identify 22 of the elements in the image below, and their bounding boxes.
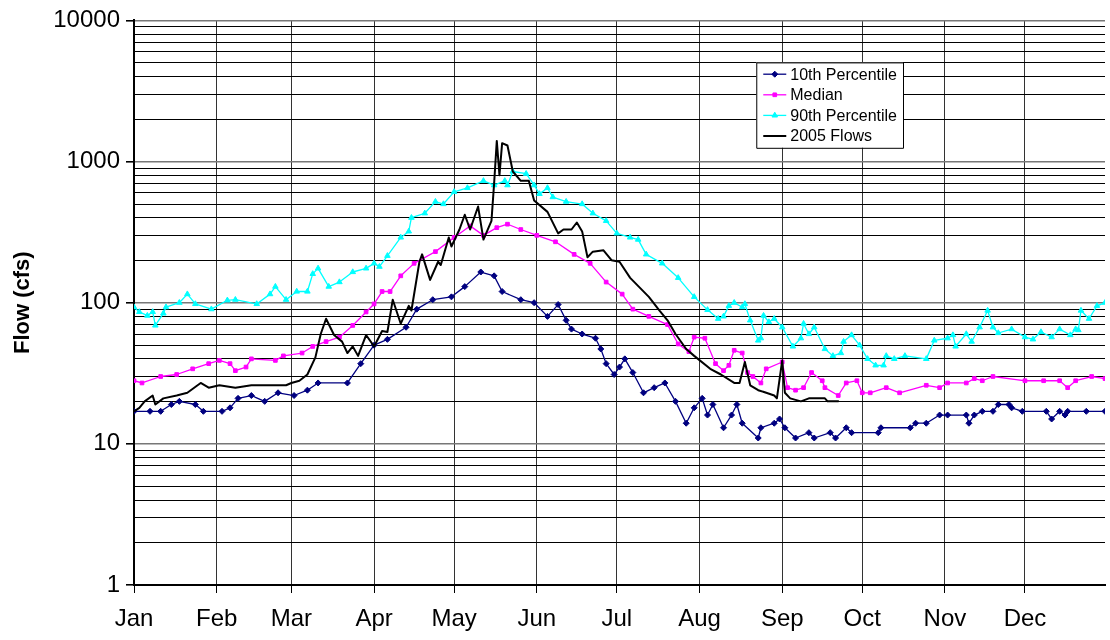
x-tick-label: Feb xyxy=(196,604,238,632)
x-tick-label: Mar xyxy=(270,604,313,632)
x-tick-label: Jun xyxy=(517,604,557,632)
x-tick-label: Jul xyxy=(601,604,633,632)
legend-label: 2005 Flows xyxy=(790,127,873,145)
y-tick-label: 10 xyxy=(93,428,120,456)
x-tick-label: Dec xyxy=(1003,604,1047,632)
legend-label: 90th Percentile xyxy=(790,106,898,124)
x-tick-label: Nov xyxy=(923,604,967,632)
legend-label: 10th Percentile xyxy=(790,65,898,83)
legend-label: Median xyxy=(790,86,843,104)
x-tick-label: Sep xyxy=(760,604,804,632)
y-tick-label: 1000 xyxy=(66,146,120,174)
x-tick-label: Apr xyxy=(355,604,393,632)
x-tick-label: Jan xyxy=(114,604,154,632)
x-tick-label: Oct xyxy=(843,604,882,632)
y-tick-label: 100 xyxy=(79,287,120,315)
x-tick-label: May xyxy=(431,604,477,632)
y-axis-title: Flow (cfs) xyxy=(9,251,35,355)
y-tick-label: 1 xyxy=(106,569,120,597)
y-tick-label: 10000 xyxy=(53,5,120,33)
x-tick-label: Aug xyxy=(678,604,721,632)
